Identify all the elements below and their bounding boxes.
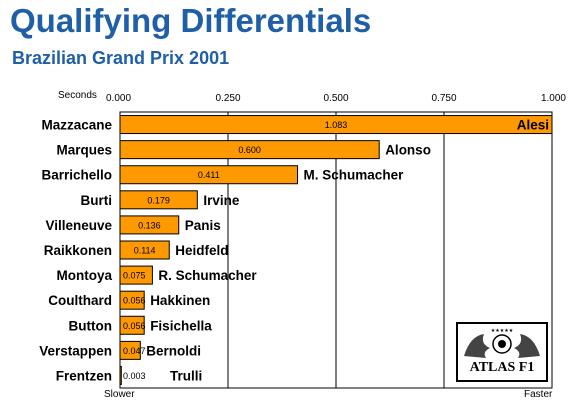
- chart-title: Qualifying Differentials: [10, 2, 372, 39]
- driver-label: Frentzen: [56, 368, 112, 383]
- driver-label: Coulthard: [48, 293, 112, 308]
- bar: [119, 290, 145, 310]
- value-label: 0.047: [123, 346, 146, 356]
- x-tick-label: 0.000: [106, 93, 131, 104]
- value-label: 0.136: [138, 220, 161, 230]
- bar: [119, 240, 170, 260]
- x-tick-label: 1.000: [541, 93, 566, 104]
- slower-label: Slower: [104, 389, 135, 400]
- opponent-label: Heidfeld: [175, 243, 228, 258]
- bar: [119, 340, 141, 360]
- driver-label: Raikkonen: [44, 243, 112, 258]
- value-label: 0.056: [123, 296, 146, 306]
- value-label: 0.114: [134, 246, 156, 256]
- opponent-label: Trulli: [170, 368, 202, 383]
- opponent-label: Fisichella: [150, 318, 212, 333]
- faster-label: Faster: [524, 389, 553, 400]
- chart-subtitle: Brazilian Grand Prix 2001: [12, 48, 230, 68]
- value-label: 0.075: [123, 271, 146, 281]
- driver-label: Mazzacane: [41, 118, 112, 133]
- bar: [119, 215, 180, 235]
- driver-label: Button: [69, 318, 112, 333]
- opponent-label: Alesi: [517, 118, 549, 133]
- opponent-label: M. Schumacher: [304, 168, 405, 183]
- bar: [119, 190, 198, 210]
- driver-label: Montoya: [57, 268, 113, 283]
- x-tick-label: 0.750: [431, 93, 456, 104]
- bar: [119, 265, 153, 285]
- bar: [119, 140, 380, 160]
- griffin-crest-icon: ★★★★★: [464, 328, 540, 358]
- opponent-label: Bernoldi: [146, 343, 201, 358]
- opponent-label: Alonso: [385, 143, 431, 158]
- driver-label: Burti: [81, 193, 113, 208]
- opponent-label: Panis: [185, 218, 221, 233]
- value-label: 0.003: [123, 371, 146, 381]
- opponent-label: Irvine: [203, 193, 240, 208]
- value-label: 0.179: [147, 195, 170, 205]
- atlas-f1-logo: ★★★★★ ATLAS F1: [456, 322, 548, 382]
- opponent-label: R. Schumacher: [158, 268, 257, 283]
- driver-label: Verstappen: [39, 343, 112, 358]
- x-tick-label: 0.250: [215, 93, 240, 104]
- value-label: 1.083: [325, 120, 348, 130]
- bar: [119, 115, 553, 135]
- driver-label: Marques: [56, 143, 112, 158]
- bar: [119, 365, 122, 385]
- bar: [119, 165, 299, 185]
- opponent-label: Hakkinen: [150, 293, 210, 308]
- value-label: 0.056: [123, 321, 146, 331]
- x-tick-label: 0.500: [323, 93, 348, 104]
- driver-label: Barrichello: [41, 168, 112, 183]
- value-label: 0.600: [238, 145, 261, 155]
- driver-label: Villeneuve: [45, 218, 112, 233]
- value-label: 0.411: [198, 170, 220, 180]
- logo-text: ATLAS F1: [469, 360, 535, 375]
- svg-text:★★★★★: ★★★★★: [491, 328, 514, 334]
- x-axis-unit-label: Seconds: [58, 90, 97, 101]
- bar: [119, 315, 145, 335]
